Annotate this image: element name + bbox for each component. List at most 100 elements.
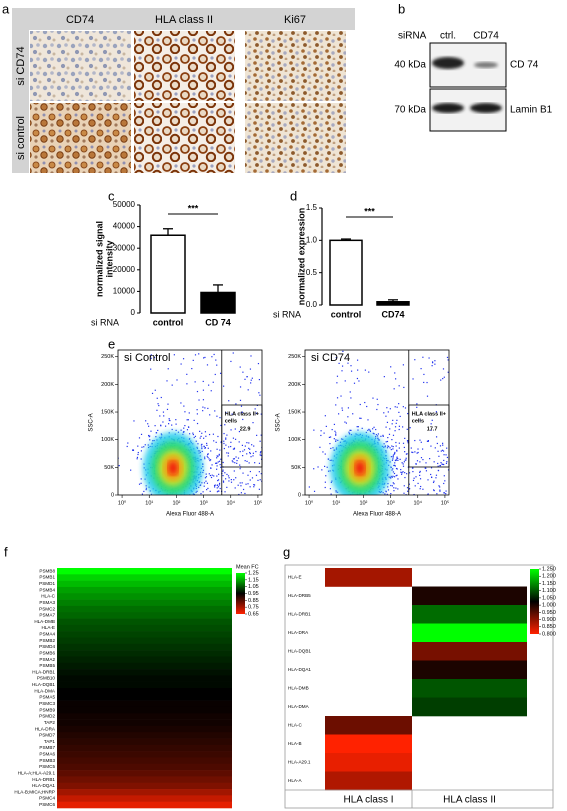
- event-dot: [236, 462, 238, 464]
- event-dot: [147, 444, 149, 446]
- event-dot: [394, 451, 396, 454]
- event-dot: [347, 407, 350, 409]
- event-dot: [154, 389, 156, 391]
- event-dot: [419, 474, 421, 476]
- colorbar-label: 0.85: [248, 598, 259, 604]
- event-dot: [324, 465, 326, 468]
- event-dot: [392, 458, 394, 460]
- event-dot: [392, 468, 394, 470]
- row-label: TAP2: [44, 720, 56, 725]
- event-dot: [395, 459, 397, 461]
- event-dot: [214, 373, 216, 376]
- event-dot: [157, 403, 159, 405]
- event-dot: [237, 484, 239, 486]
- event-dot: [405, 453, 408, 455]
- event-dot: [187, 426, 190, 428]
- row-label: HLA-DRB1: [32, 669, 55, 674]
- event-dot: [415, 463, 417, 465]
- event-dot: [433, 461, 435, 463]
- y-tick-label: 40000: [113, 222, 136, 231]
- event-dot: [206, 364, 209, 366]
- event-dot: [214, 410, 216, 412]
- row-label: PSMB4: [39, 587, 55, 592]
- event-dot: [404, 476, 406, 479]
- event-dot: [402, 463, 404, 465]
- ihc-image: [30, 103, 131, 173]
- event-dot: [402, 471, 404, 473]
- event-dot: [377, 433, 379, 435]
- event-dot: [218, 460, 221, 462]
- panel-letter: b: [398, 1, 405, 16]
- event-dot: [253, 484, 256, 486]
- event-dot: [145, 485, 147, 487]
- heatmap-cell: [57, 624, 232, 632]
- heatmap-cell: [57, 586, 232, 594]
- lane-label: CD74: [473, 31, 499, 42]
- event-dot: [445, 462, 448, 464]
- event-dot: [150, 357, 152, 359]
- event-dot: [442, 450, 445, 452]
- event-dot: [233, 448, 235, 450]
- heatmap-cell: [57, 738, 232, 746]
- event-dot: [340, 395, 342, 397]
- event-dot: [447, 371, 449, 373]
- event-dot: [206, 482, 209, 484]
- event-dot: [225, 438, 227, 440]
- event-dot: [156, 496, 157, 497]
- y-tick-label: 50K: [104, 465, 114, 471]
- event-dot: [211, 356, 213, 358]
- row-label: PSMD7: [39, 733, 55, 738]
- event-dot: [341, 409, 344, 411]
- event-dot: [223, 447, 225, 450]
- event-dot: [433, 480, 435, 482]
- heatmap-cell: [57, 593, 232, 600]
- event-dot: [140, 450, 142, 452]
- event-dot: [407, 442, 409, 444]
- panel-letter: c: [108, 188, 115, 203]
- event-dot: [259, 479, 261, 481]
- event-dot: [329, 488, 332, 490]
- x-tick-label: 10⁴: [227, 499, 236, 506]
- event-dot: [357, 504, 358, 505]
- heatmap-cell: [57, 725, 232, 733]
- gate: [408, 404, 450, 468]
- event-dot: [389, 428, 391, 430]
- heatmap-cell: [325, 716, 412, 735]
- event-dot: [421, 448, 424, 450]
- event-dot: [209, 459, 211, 462]
- event-dot: [359, 403, 361, 406]
- event-dot: [247, 483, 249, 485]
- event-dot: [208, 473, 210, 475]
- event-dot: [220, 440, 222, 443]
- event-dot: [204, 498, 205, 499]
- size-marker: 40 kDa: [394, 60, 426, 71]
- row-label: HLA-B: [288, 741, 302, 746]
- y-tick-label: 100K: [288, 437, 301, 443]
- event-dot: [352, 413, 354, 415]
- event-dot: [439, 464, 442, 467]
- event-dot: [435, 477, 437, 479]
- event-dot: [422, 356, 424, 358]
- event-dot: [140, 482, 142, 484]
- event-dot: [353, 382, 356, 384]
- event-dot: [225, 478, 227, 480]
- event-dot: [223, 432, 225, 435]
- row-label: TAP1: [44, 739, 56, 744]
- event-dot: [158, 404, 160, 407]
- event-dot: [437, 462, 439, 465]
- event-dot: [239, 366, 241, 368]
- event-dot: [240, 405, 243, 407]
- event-dot: [198, 486, 200, 488]
- event-dot: [335, 432, 337, 434]
- event-dot: [325, 475, 327, 477]
- x-tick-label: CD74: [381, 309, 404, 319]
- event-dot: [326, 466, 328, 468]
- event-dot: [445, 493, 447, 495]
- event-dot: [375, 435, 377, 438]
- row-label: PSMB9: [39, 707, 55, 712]
- event-dot: [350, 496, 351, 497]
- event-dot: [365, 431, 367, 434]
- event-dot: [255, 450, 257, 453]
- event-dot: [372, 428, 374, 430]
- heatmap-cell: [57, 568, 232, 575]
